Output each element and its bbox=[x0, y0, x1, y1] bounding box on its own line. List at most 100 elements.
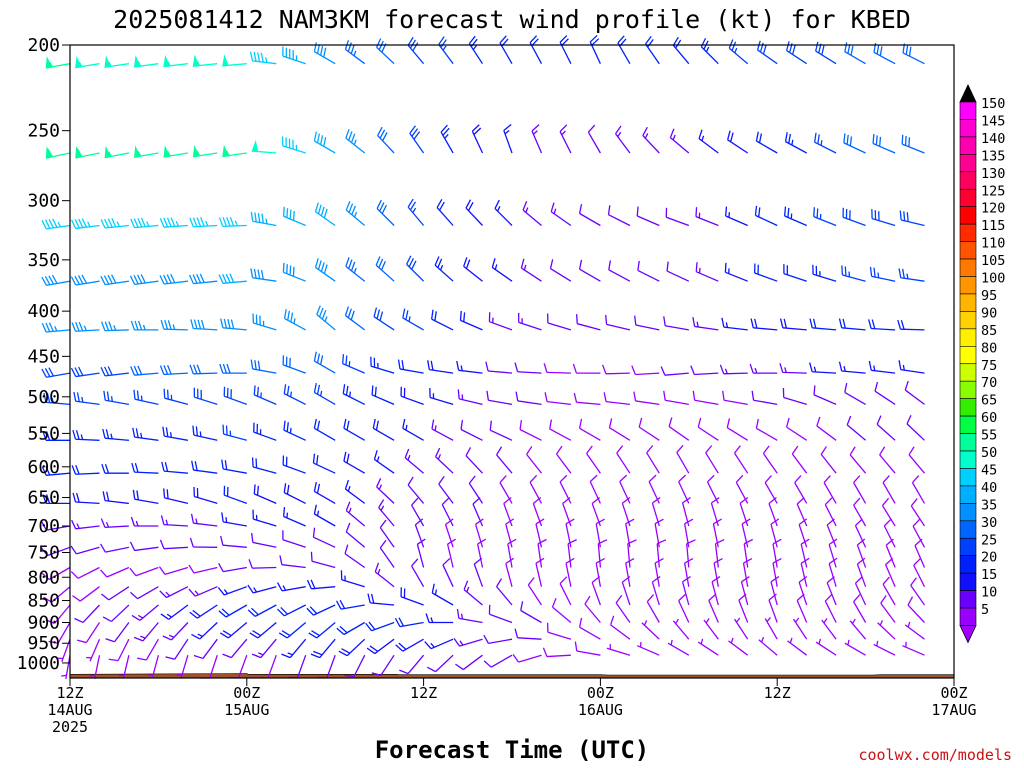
y-tick-label: 300 bbox=[27, 191, 60, 212]
wind-barb bbox=[551, 598, 572, 623]
wind-barb bbox=[882, 475, 896, 504]
wind-barb bbox=[853, 475, 867, 504]
wind-barb bbox=[625, 518, 635, 548]
wind-barb bbox=[828, 538, 838, 568]
wind-barb bbox=[471, 124, 484, 154]
colorbar-swatch bbox=[959, 607, 977, 626]
wind-barb bbox=[615, 594, 631, 623]
wind-barb bbox=[379, 519, 395, 548]
wind-barb bbox=[406, 255, 425, 282]
x-tick-label: 14AUG bbox=[47, 701, 92, 719]
wind-barb bbox=[708, 593, 719, 623]
colorbar-swatch bbox=[959, 223, 977, 242]
wind-barb bbox=[608, 260, 631, 282]
colorbar-label: 30 bbox=[981, 515, 997, 531]
wind-barb bbox=[692, 316, 719, 331]
wind-barb bbox=[160, 515, 188, 527]
wind-barb bbox=[189, 364, 218, 375]
wind-barb bbox=[441, 497, 454, 527]
wind-barb bbox=[499, 475, 513, 504]
wind-barb bbox=[465, 199, 483, 226]
wind-barb bbox=[70, 366, 100, 378]
wind-barb bbox=[874, 381, 896, 405]
wind-barb bbox=[189, 604, 218, 619]
colorbar-label: 70 bbox=[981, 375, 997, 391]
wind-barb bbox=[489, 420, 513, 441]
wind-barb bbox=[344, 544, 366, 569]
wind-barb bbox=[663, 316, 689, 331]
wind-barb bbox=[812, 264, 837, 282]
wind-barb bbox=[130, 217, 159, 229]
wind-barb bbox=[844, 382, 866, 405]
wind-barb bbox=[220, 318, 247, 331]
wind-barb bbox=[871, 209, 896, 227]
wind-barb bbox=[651, 576, 661, 606]
wind-barb bbox=[130, 586, 159, 600]
colorbar-swatch bbox=[959, 241, 977, 260]
colorbar-swatch bbox=[959, 363, 977, 382]
wind-barb bbox=[800, 557, 810, 587]
wind-barb bbox=[247, 584, 277, 594]
wind-barb bbox=[667, 639, 690, 656]
wind-barb bbox=[772, 538, 782, 568]
wind-barb bbox=[43, 392, 71, 406]
y-tick-label: 500 bbox=[27, 387, 60, 408]
wind-barb bbox=[821, 618, 837, 640]
wind-barb bbox=[741, 518, 751, 548]
wind-barb bbox=[520, 601, 542, 624]
wind-barb bbox=[633, 391, 660, 406]
wind-barb bbox=[70, 274, 100, 286]
wind-barb bbox=[345, 128, 366, 154]
wind-barb bbox=[514, 362, 542, 374]
colorbar-swatch bbox=[959, 555, 977, 574]
wind-barb bbox=[377, 126, 395, 154]
wind-barb bbox=[885, 557, 896, 587]
wind-barb bbox=[666, 261, 690, 282]
wind-barb bbox=[474, 518, 484, 548]
wind-barb bbox=[733, 617, 749, 640]
wind-barb bbox=[476, 538, 487, 568]
wind-barb bbox=[813, 207, 837, 227]
wind-barb bbox=[163, 54, 188, 68]
wind-barb bbox=[627, 539, 637, 568]
wind-barb bbox=[485, 361, 513, 374]
wind-barb bbox=[189, 217, 218, 228]
wind-barb bbox=[191, 460, 218, 474]
wind-barb bbox=[683, 557, 694, 587]
wind-barb bbox=[283, 506, 306, 527]
wind-barb bbox=[371, 385, 395, 405]
wind-barb bbox=[376, 38, 395, 65]
wind-barb bbox=[816, 416, 837, 441]
wind-barb bbox=[603, 392, 630, 406]
wind-barb bbox=[370, 356, 395, 374]
wind-barb bbox=[753, 263, 778, 282]
colorbar-swatch bbox=[959, 206, 977, 225]
wind-barb bbox=[550, 202, 572, 227]
wind-barb bbox=[344, 654, 366, 678]
colorbar-label: 5 bbox=[981, 602, 989, 618]
wind-barb bbox=[102, 428, 129, 441]
wind-barb bbox=[372, 418, 395, 441]
wind-barb bbox=[505, 518, 515, 548]
wind-barb bbox=[192, 54, 218, 67]
wind-barb bbox=[283, 420, 306, 441]
wind-barb bbox=[345, 522, 366, 548]
wind-barb bbox=[901, 134, 925, 154]
wind-barb bbox=[885, 538, 896, 568]
colorbar-label: 40 bbox=[981, 480, 997, 496]
wind-barb bbox=[159, 217, 188, 228]
wind-barb bbox=[188, 273, 218, 285]
wind-barb bbox=[768, 593, 778, 623]
wind-barb bbox=[74, 604, 100, 624]
wind-barb bbox=[735, 474, 749, 504]
wind-barb bbox=[787, 637, 808, 656]
wind-barb bbox=[473, 557, 484, 587]
wind-barb bbox=[491, 258, 513, 282]
wind-barb bbox=[345, 201, 366, 226]
wind-barb bbox=[703, 618, 719, 640]
wind-barb bbox=[159, 365, 188, 376]
wind-barb bbox=[136, 638, 159, 661]
wind-barb bbox=[813, 385, 837, 405]
wind-barb bbox=[100, 566, 130, 578]
